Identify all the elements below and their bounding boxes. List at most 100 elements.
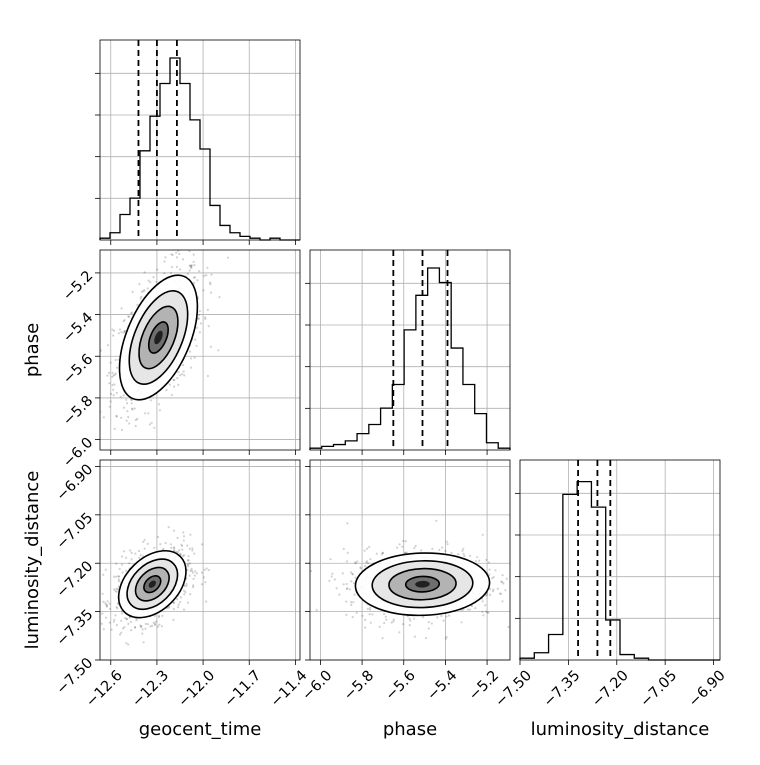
scatter-point <box>466 608 469 611</box>
scatter-point <box>184 591 187 594</box>
density-group <box>310 519 549 640</box>
scatter-point <box>500 580 503 583</box>
scatter-point <box>189 569 192 573</box>
scatter-point <box>149 625 152 628</box>
scatter-point <box>117 358 120 361</box>
y-axis-label: phase <box>22 323 43 377</box>
scatter-point <box>143 289 146 292</box>
scatter-point <box>178 549 181 552</box>
scatter-point <box>481 610 484 614</box>
scatter-point <box>198 313 201 317</box>
scatter-point <box>130 402 133 405</box>
scatter-point <box>172 549 176 552</box>
scatter-point <box>209 345 212 348</box>
scatter-point <box>182 370 185 373</box>
scatter-point <box>202 247 204 249</box>
scatter-point <box>492 588 495 591</box>
scatter-point <box>128 562 131 565</box>
scatter-point <box>187 563 190 566</box>
scatter-point <box>149 281 152 284</box>
scatter-point <box>488 593 492 597</box>
scatter-point <box>310 570 313 573</box>
scatter-point <box>461 549 464 552</box>
scatter-point <box>115 391 118 395</box>
scatter-point <box>120 619 123 622</box>
scatter-point <box>204 581 207 584</box>
scatter-point <box>501 581 504 584</box>
x-axis-label: geocent_time <box>139 719 262 740</box>
scatter-point <box>427 627 430 630</box>
scatter-point <box>402 539 405 543</box>
scatter-point <box>188 547 191 551</box>
scatter-point <box>350 580 353 583</box>
x-tick-label: −5.4 <box>424 668 460 704</box>
scatter-point <box>226 256 229 259</box>
scatter-point <box>115 624 118 627</box>
scatter-point <box>421 616 425 619</box>
contour-line <box>371 560 474 609</box>
scatter-point <box>476 556 479 559</box>
scatter-point <box>150 421 153 424</box>
scatter-point <box>151 624 154 628</box>
scatter-point <box>112 394 115 397</box>
scatter-point <box>118 328 122 331</box>
scatter-point <box>102 628 105 631</box>
scatter-point <box>199 322 202 325</box>
scatter-point <box>547 598 549 600</box>
scatter-point <box>94 582 96 584</box>
scatter-point <box>117 585 120 588</box>
scatter-point <box>351 572 354 576</box>
scatter-point <box>114 589 117 592</box>
scatter-point <box>366 607 369 611</box>
contour-line <box>117 550 187 619</box>
scatter-point <box>408 617 411 620</box>
scatter-point <box>398 543 401 546</box>
scatter-point <box>161 614 164 618</box>
scatter-point <box>158 403 161 406</box>
scatter-point <box>130 407 134 410</box>
scatter-point <box>488 573 491 576</box>
scatter-point <box>111 328 114 331</box>
y-tick-label: −6.0 <box>60 435 96 471</box>
scatter-point <box>116 588 119 591</box>
scatter-point <box>408 624 411 627</box>
scatter-point <box>172 529 176 532</box>
scatter-point <box>112 388 115 391</box>
scatter-point <box>176 598 179 601</box>
scatter-point <box>392 620 395 623</box>
scatter-point <box>112 374 115 377</box>
scatter-point <box>108 621 111 624</box>
scatter-point <box>183 554 186 557</box>
scatter-point <box>115 562 118 565</box>
scatter-point <box>153 614 156 618</box>
scatter-point <box>143 547 146 550</box>
scatter-point <box>128 315 131 318</box>
y-tick-label: −5.4 <box>60 310 96 346</box>
scatter-point <box>438 548 441 552</box>
scatter-point <box>182 554 185 558</box>
scatter-point <box>218 296 221 299</box>
scatter-point <box>525 595 527 597</box>
scatter-point <box>189 265 192 268</box>
scatter-point <box>445 540 448 543</box>
scatter-point <box>414 544 417 548</box>
contour-line <box>128 289 189 386</box>
scatter-point <box>142 540 145 544</box>
scatter-point <box>487 611 490 614</box>
scatter-point <box>175 265 179 268</box>
scatter-point <box>146 542 149 546</box>
scatter-point <box>134 552 137 555</box>
scatter-point <box>156 268 159 271</box>
y-tick-label: −7.35 <box>54 607 97 650</box>
scatter-point <box>189 357 193 360</box>
scatter-point <box>190 567 193 571</box>
scatter-point <box>172 601 175 604</box>
scatter-point <box>353 593 356 596</box>
scatter-point <box>431 547 434 551</box>
scatter-point <box>117 578 120 581</box>
x-tick-label: −6.90 <box>686 668 729 711</box>
scatter-point <box>190 264 193 267</box>
scatter-point <box>172 601 175 604</box>
scatter-point <box>125 398 128 401</box>
scatter-point <box>350 603 353 607</box>
